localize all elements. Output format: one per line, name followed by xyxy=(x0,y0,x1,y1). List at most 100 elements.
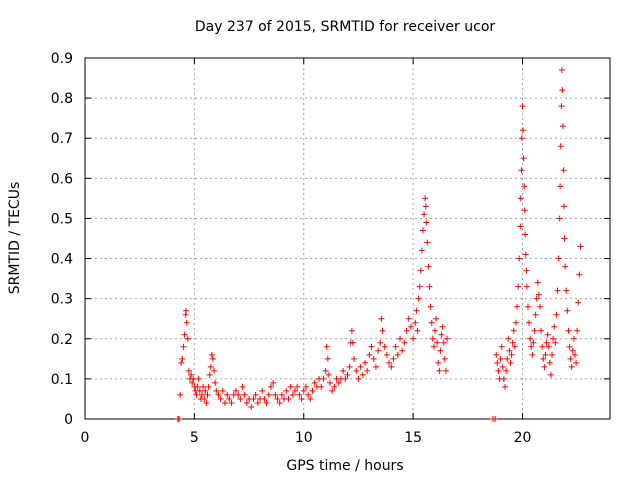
data-point xyxy=(521,207,528,214)
data-point xyxy=(419,227,426,234)
data-point xyxy=(517,195,524,202)
data-point xyxy=(532,311,539,318)
data-point xyxy=(375,347,382,354)
data-point xyxy=(323,343,330,350)
data-point xyxy=(177,391,184,398)
y-tick-label: 0.1 xyxy=(51,372,73,388)
data-point xyxy=(516,255,523,262)
data-point xyxy=(410,335,417,342)
data-point xyxy=(499,363,506,370)
data-point xyxy=(359,371,366,378)
data-point xyxy=(329,387,336,394)
data-point xyxy=(558,67,565,74)
data-point xyxy=(259,387,266,394)
data-point xyxy=(495,367,502,374)
data-point xyxy=(381,343,388,350)
data-point xyxy=(276,399,283,406)
data-point xyxy=(285,395,292,402)
data-point xyxy=(370,355,377,362)
data-point xyxy=(340,367,347,374)
data-point xyxy=(535,291,542,298)
data-point xyxy=(278,391,285,398)
data-point xyxy=(557,183,564,190)
x-tick-label: 20 xyxy=(514,430,532,446)
data-point xyxy=(568,363,575,370)
x-tick-label: 0 xyxy=(81,430,90,446)
data-point xyxy=(509,339,516,346)
data-point xyxy=(213,387,220,394)
data-point xyxy=(401,339,408,346)
data-point xyxy=(558,103,565,110)
data-point xyxy=(355,375,362,382)
data-point xyxy=(383,351,390,358)
data-point xyxy=(437,347,444,354)
data-point xyxy=(179,355,186,362)
data-point xyxy=(307,395,314,402)
data-point xyxy=(521,183,528,190)
data-point xyxy=(180,343,187,350)
data-point xyxy=(208,351,215,358)
data-point xyxy=(428,319,435,326)
data-point xyxy=(573,359,580,366)
data-point xyxy=(510,327,517,334)
y-tick-label: 0.6 xyxy=(51,171,73,187)
data-point xyxy=(524,303,531,310)
data-point xyxy=(538,327,545,334)
data-point xyxy=(506,347,513,354)
data-point xyxy=(518,167,525,174)
data-point xyxy=(518,135,525,142)
data-point xyxy=(557,143,564,150)
data-point xyxy=(364,367,371,374)
data-point xyxy=(193,391,200,398)
data-point xyxy=(237,395,244,402)
y-tick-label: 0.9 xyxy=(51,51,73,67)
data-point xyxy=(207,363,214,370)
data-point xyxy=(263,399,270,406)
data-point xyxy=(424,239,431,246)
data-point xyxy=(542,351,549,358)
data-point xyxy=(201,395,208,402)
data-point xyxy=(552,339,559,346)
data-point xyxy=(327,379,333,386)
data-point xyxy=(272,391,279,398)
data-point xyxy=(566,343,573,350)
data-point xyxy=(520,155,527,162)
data-point xyxy=(222,399,228,406)
data-point xyxy=(563,287,570,294)
data-point xyxy=(392,343,399,350)
data-points xyxy=(174,67,584,422)
data-point xyxy=(311,379,318,386)
data-point xyxy=(569,347,576,354)
data-point xyxy=(181,331,188,338)
data-point xyxy=(436,367,443,374)
data-point xyxy=(576,271,583,278)
data-point xyxy=(519,103,526,110)
data-point xyxy=(530,339,537,346)
data-point xyxy=(556,215,563,222)
data-point xyxy=(427,303,434,310)
data-point xyxy=(416,283,423,290)
data-point xyxy=(318,383,325,390)
data-point xyxy=(235,391,242,398)
data-point xyxy=(209,355,216,362)
data-point xyxy=(500,375,507,382)
plot-frame xyxy=(84,57,611,420)
data-point xyxy=(188,371,195,378)
data-point xyxy=(577,243,584,250)
data-point xyxy=(546,359,553,366)
data-point xyxy=(287,383,294,390)
data-point xyxy=(422,195,429,202)
data-point xyxy=(243,399,250,406)
data-point xyxy=(564,307,571,314)
data-point xyxy=(435,359,442,366)
data-point xyxy=(502,383,508,390)
data-point xyxy=(196,387,203,394)
data-point xyxy=(226,395,233,402)
data-point xyxy=(183,307,190,314)
data-point xyxy=(228,399,235,406)
data-point xyxy=(205,383,212,390)
data-point xyxy=(425,263,432,270)
data-point xyxy=(298,395,305,402)
data-point xyxy=(190,375,197,382)
data-point xyxy=(302,383,309,390)
